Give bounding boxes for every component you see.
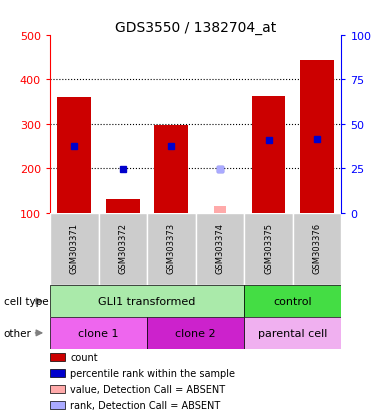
Bar	[50, 317, 147, 349]
Text: cell type: cell type	[4, 296, 48, 306]
Bar	[252, 96, 286, 213]
Text: GSM303373: GSM303373	[167, 222, 176, 273]
Bar	[50, 353, 65, 361]
Text: rank, Detection Call = ABSENT: rank, Detection Call = ABSENT	[70, 400, 221, 410]
Text: GSM303375: GSM303375	[264, 222, 273, 273]
Text: GSM303372: GSM303372	[118, 222, 127, 273]
Title: GDS3550 / 1382704_at: GDS3550 / 1382704_at	[115, 21, 276, 35]
Bar	[293, 213, 341, 285]
Text: GSM303371: GSM303371	[70, 222, 79, 273]
Bar	[50, 369, 65, 377]
Bar	[300, 61, 334, 213]
Bar	[50, 285, 244, 317]
Text: clone 1: clone 1	[78, 328, 119, 338]
Bar	[147, 317, 244, 349]
Bar	[99, 213, 147, 285]
Bar	[196, 213, 244, 285]
Bar	[50, 385, 65, 393]
Text: clone 2: clone 2	[175, 328, 216, 338]
Bar	[50, 401, 65, 409]
Bar	[154, 125, 188, 213]
Text: GSM303376: GSM303376	[312, 222, 322, 273]
Bar	[244, 213, 293, 285]
Text: GLI1 transformed: GLI1 transformed	[98, 296, 196, 306]
Bar	[244, 285, 341, 317]
Bar	[244, 317, 341, 349]
Bar	[147, 213, 196, 285]
Text: control: control	[273, 296, 312, 306]
Text: count: count	[70, 352, 98, 362]
Bar	[50, 213, 99, 285]
Text: percentile rank within the sample: percentile rank within the sample	[70, 368, 236, 378]
Bar	[58, 98, 91, 213]
Text: other: other	[4, 328, 32, 338]
Bar	[214, 206, 226, 213]
Text: GSM303374: GSM303374	[216, 222, 224, 273]
Text: parental cell: parental cell	[258, 328, 328, 338]
Text: value, Detection Call = ABSENT: value, Detection Call = ABSENT	[70, 384, 226, 394]
Bar	[106, 200, 140, 213]
